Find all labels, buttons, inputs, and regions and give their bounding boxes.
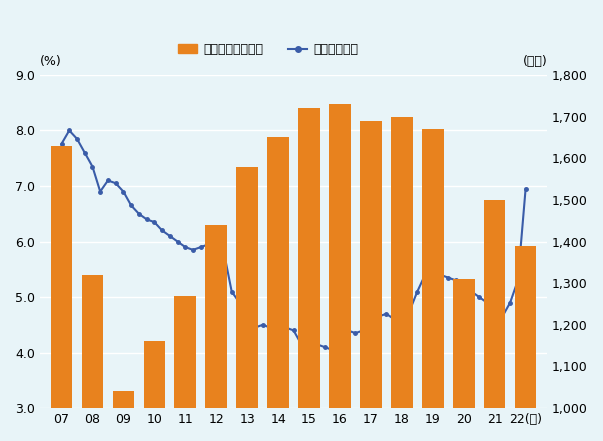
- Bar: [515, 246, 537, 441]
- Legend: 販売台数（右軸）, 金利（左軸）: 販売台数（右軸）, 金利（左軸）: [173, 38, 363, 61]
- Bar: [360, 121, 382, 441]
- Bar: [267, 138, 289, 441]
- Bar: [453, 279, 475, 441]
- Bar: [81, 275, 103, 441]
- Bar: [206, 225, 227, 441]
- Bar: [144, 341, 165, 441]
- Text: (%): (%): [40, 55, 62, 68]
- Bar: [484, 200, 505, 441]
- Bar: [174, 295, 196, 441]
- Text: (万台): (万台): [523, 55, 548, 68]
- Bar: [236, 167, 258, 441]
- Bar: [391, 116, 412, 441]
- Bar: [113, 392, 134, 441]
- Bar: [298, 108, 320, 441]
- Bar: [329, 104, 351, 441]
- Bar: [422, 129, 444, 441]
- Bar: [51, 146, 72, 441]
